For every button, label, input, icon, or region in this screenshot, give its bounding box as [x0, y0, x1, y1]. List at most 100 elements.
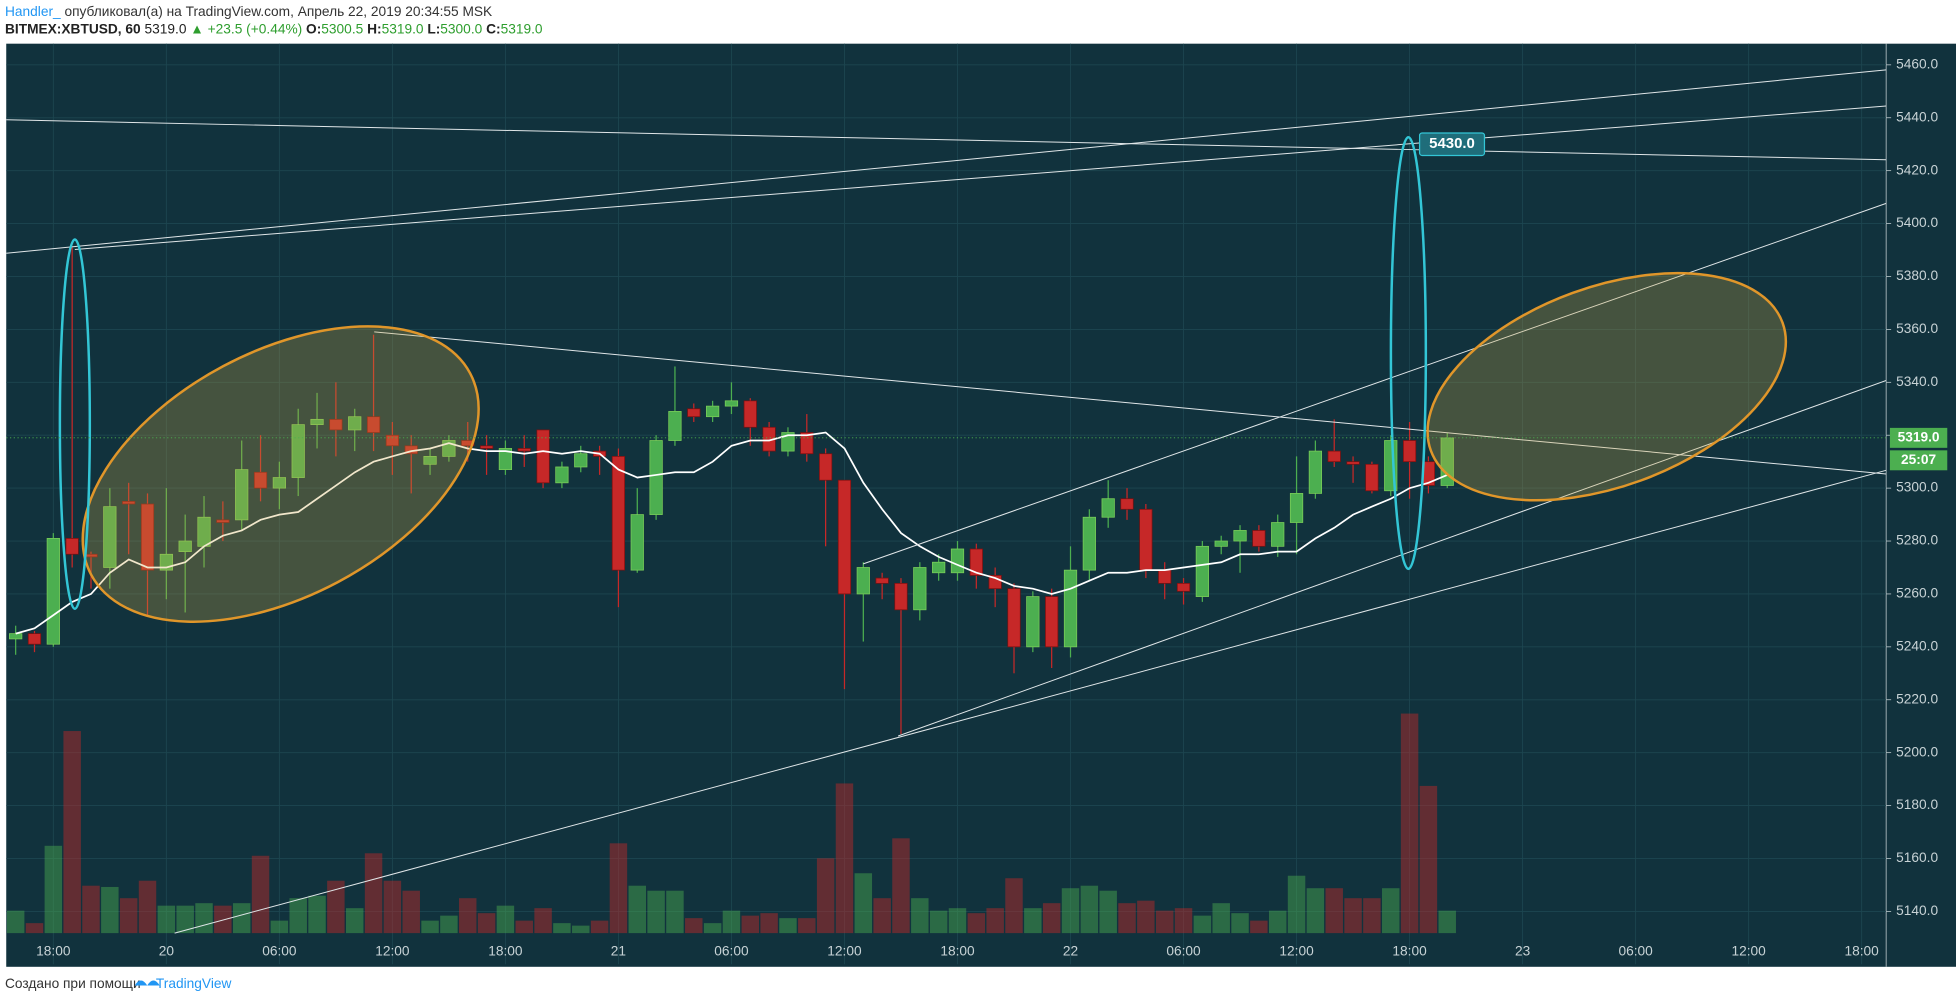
candle-body — [687, 408, 701, 418]
volume-bar — [1344, 898, 1362, 934]
candle-body — [969, 548, 983, 576]
volume-bar — [798, 918, 816, 934]
candle-body — [235, 469, 249, 521]
volume-bar — [1287, 875, 1306, 934]
candle-body — [894, 582, 908, 611]
trend-line — [174, 469, 1887, 934]
volume-bar — [1042, 903, 1061, 934]
candle-body — [1214, 540, 1228, 547]
volume-bar — [1438, 910, 1456, 934]
candle-body — [913, 567, 927, 611]
l-label: L: — [427, 22, 440, 37]
open: 5300.5 — [321, 22, 363, 37]
o-label: O: — [306, 22, 321, 37]
h-label: H: — [367, 22, 381, 37]
plot-background — [6, 43, 1956, 967]
x-tick-label: 22 — [1063, 943, 1078, 958]
volume-bar — [270, 920, 289, 934]
volume-bar — [986, 908, 1004, 934]
candle-body — [837, 479, 852, 595]
candle-body — [611, 456, 626, 571]
volume-bar — [1061, 888, 1080, 934]
volume-bar — [1382, 888, 1400, 934]
volume-bar — [609, 843, 628, 934]
volume-bar — [25, 923, 44, 934]
candle-body — [1289, 493, 1304, 523]
candle-body — [743, 400, 757, 428]
candle-body — [178, 540, 192, 552]
candle-body — [1233, 530, 1247, 542]
volume-bar — [835, 783, 854, 934]
volume-bar — [101, 886, 119, 934]
volume-bar — [515, 920, 533, 934]
volume-bar — [1024, 908, 1042, 934]
candle-body — [1007, 588, 1021, 648]
x-tick-label: 12:00 — [375, 943, 410, 958]
countdown-label: 25:07 — [1901, 452, 1936, 467]
volume-bar — [760, 913, 778, 934]
volume-bar — [572, 925, 590, 934]
candle-body — [103, 506, 117, 568]
candle-body — [536, 429, 550, 484]
last: 5319.0 — [144, 22, 186, 37]
candle-body — [1026, 596, 1040, 648]
volume-bar — [63, 731, 81, 934]
y-tick-label: 5400.0 — [1896, 215, 1938, 230]
volume-bar — [421, 920, 439, 934]
volume-bar — [6, 910, 25, 934]
candle-body — [1252, 530, 1266, 547]
volume-bar — [402, 890, 420, 934]
annotation-box — [1418, 132, 1486, 157]
change: ▲ +23.5 (+0.44%) — [190, 22, 302, 37]
volume-bar — [1118, 903, 1136, 934]
y-tick-label: 5240.0 — [1896, 638, 1938, 653]
candle-body — [1082, 516, 1096, 571]
candle-body — [875, 577, 889, 584]
candle-body — [498, 448, 513, 470]
volume-bar — [1212, 903, 1230, 934]
candle-body — [1176, 582, 1191, 592]
candle-body — [1158, 569, 1172, 584]
brand-icon — [134, 980, 160, 986]
y-tick-label: 5440.0 — [1896, 109, 1938, 124]
volume-bar — [1250, 920, 1268, 934]
volume-bar — [967, 913, 986, 934]
volume-bar — [289, 898, 307, 934]
volume-bar — [1306, 888, 1325, 934]
symbol: BITMEX:XBTUSD, 60 — [5, 22, 141, 37]
volume-bar — [383, 880, 402, 934]
volume-bar — [1419, 785, 1438, 934]
volume-bar — [1174, 908, 1193, 934]
trend-line — [897, 380, 1887, 737]
footer-brand[interactable]: TradingView — [156, 976, 232, 991]
author[interactable]: Handler_ — [5, 4, 61, 19]
volume-bar — [44, 845, 63, 934]
candle-body — [1308, 450, 1323, 494]
volume-bar — [590, 920, 609, 934]
candle-body — [348, 416, 362, 431]
trend-line — [863, 202, 1887, 565]
volume-bar — [703, 923, 722, 934]
candle-body — [329, 418, 343, 431]
volume-bar — [854, 873, 873, 934]
volume-bar — [892, 838, 910, 934]
y-tick-label: 5180.0 — [1896, 797, 1938, 812]
candle-body — [574, 453, 588, 468]
volume-bar — [1268, 910, 1287, 934]
candle-body — [1402, 440, 1417, 463]
volume-bar — [1137, 900, 1155, 934]
trend-line — [6, 69, 1887, 254]
volume-bar — [214, 905, 232, 934]
x-tick-label: 23 — [1515, 943, 1531, 958]
candle-body — [27, 633, 42, 645]
volume-bar — [82, 885, 100, 934]
highlight-ellipse — [1426, 271, 1788, 502]
volume-bar — [1099, 890, 1117, 934]
candle-body — [1327, 450, 1341, 463]
x-tick-label: 20 — [159, 943, 175, 958]
y-tick-label: 5340.0 — [1896, 374, 1938, 389]
volume-bar — [364, 853, 383, 934]
drawings — [6, 69, 1887, 934]
x-tick-label: 06:00 — [1166, 943, 1201, 958]
volume-bar — [251, 855, 270, 934]
